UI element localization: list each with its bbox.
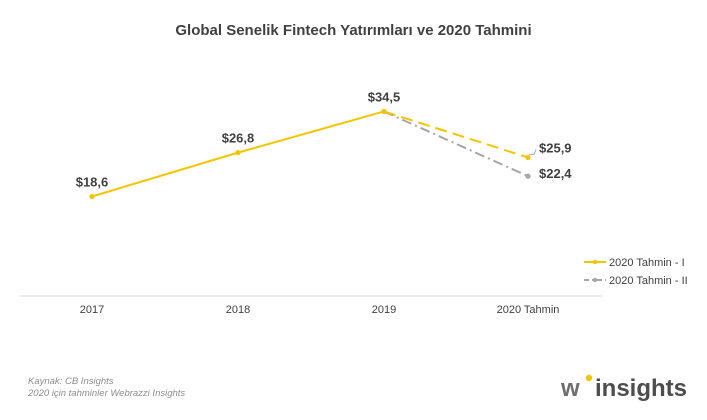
label-leader-line (529, 149, 537, 155)
series-2020-tahmin-ii (381, 108, 531, 179)
legend-label: 2020 Tahmin - I (609, 257, 685, 269)
x-tick-label: 2020 Tahmin (497, 304, 560, 316)
data-label: $25,9 (539, 140, 572, 155)
data-label: $18,6 (76, 174, 109, 189)
x-tick-label: 2019 (372, 304, 396, 316)
series-2-segment (383, 110, 529, 178)
source-line-2: 2020 için tahminler Webrazzi Insights (28, 388, 186, 399)
series-1-point (525, 154, 531, 161)
legend-marker (592, 259, 598, 265)
series-1-point (89, 193, 95, 200)
x-tick-labels: 2017 2018 2019 2020 Tahmin (80, 304, 560, 316)
x-tick-label: 2017 (80, 304, 104, 316)
chart-title: Global Senelik Fintech Yatırımları ve 20… (175, 22, 532, 39)
data-label: $26,8 (222, 131, 255, 146)
data-labels: $18,6 $26,8 $34,5 $25,9 $22,4 (76, 89, 573, 189)
legend: 2020 Tahmin - I 2020 Tahmin - II (584, 257, 688, 287)
brand-logo: w insights (561, 374, 687, 402)
series-2-point (525, 173, 531, 179)
data-label: $22,4 (539, 166, 572, 181)
series-1-point (381, 108, 387, 115)
legend-marker (592, 277, 598, 283)
brand-name: insights (595, 375, 687, 402)
series-2020-tahmin-i (89, 108, 531, 200)
series-1-forecast-segment (383, 110, 529, 159)
data-label: $34,5 (368, 89, 401, 104)
series-1-point (235, 150, 241, 156)
source-line-1: Kaynak: CB Insights (28, 376, 114, 387)
brand-w: w (561, 375, 580, 402)
series-layer (89, 108, 531, 200)
x-tick-label: 2018 (226, 304, 250, 316)
legend-label: 2020 Tahmin - II (609, 275, 688, 287)
brand-dot-icon (585, 374, 593, 382)
legend-item: 2020 Tahmin - I (584, 257, 685, 269)
legend-item: 2020 Tahmin - II (584, 275, 688, 287)
